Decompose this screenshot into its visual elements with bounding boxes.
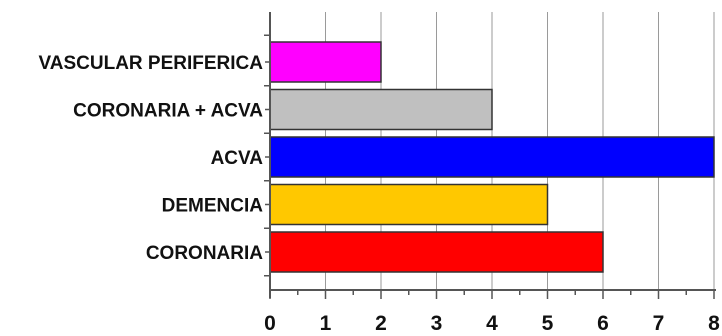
category-label: CORONARIA + ACVA — [73, 101, 263, 122]
x-tick-label: 3 — [431, 312, 443, 335]
bar — [269, 41, 382, 83]
tick-labels: 0 1 2 3 4 5 6 7 8 — [264, 312, 720, 335]
category-label: CORONARIA — [146, 243, 263, 264]
bar — [269, 231, 604, 273]
x-tick-label: 0 — [264, 312, 276, 335]
x-tick-label: 2 — [375, 312, 387, 335]
bars — [269, 41, 715, 273]
x-tick-label: 5 — [542, 312, 554, 335]
category-labels: VASCULAR PERIFERICA CORONARIA + ACVA ACVA D… — [39, 53, 264, 264]
x-tick-label: 8 — [708, 312, 720, 335]
x-tick-label: 7 — [653, 312, 665, 335]
bar — [269, 88, 493, 131]
x-tick-label: 6 — [597, 312, 609, 335]
bar — [269, 136, 715, 178]
axes — [264, 12, 716, 299]
category-label: DEMENCIA — [162, 196, 264, 217]
bar — [269, 183, 549, 226]
category-label: ACVA — [211, 148, 264, 169]
x-tick-label: 1 — [320, 312, 332, 335]
category-label: VASCULAR PERIFERICA — [39, 53, 264, 74]
x-tick-label: 4 — [486, 312, 498, 335]
